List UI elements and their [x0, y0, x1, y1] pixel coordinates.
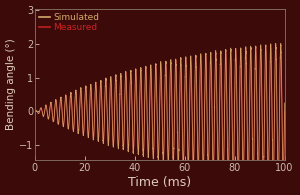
- Measured: [181, 144, 184, 146]
- Simulated: [218, 86, 222, 88]
- Measured: [123, 83, 127, 85]
- Line: Measured: Measured: [35, 43, 285, 180]
- Line: Simulated: Simulated: [35, 44, 285, 179]
- Legend: Simulated, Measured: Simulated, Measured: [38, 11, 101, 34]
- Simulated: [283, 110, 286, 113]
- Simulated: [181, 137, 184, 140]
- Simulated: [281, 178, 285, 180]
- Measured: [232, 171, 235, 174]
- Simulated: [123, 87, 127, 89]
- Measured: [274, 42, 278, 44]
- Measured: [218, 79, 222, 81]
- Y-axis label: Bending angle (°): Bending angle (°): [6, 39, 16, 130]
- Simulated: [33, 110, 37, 113]
- X-axis label: Time (ms): Time (ms): [128, 176, 191, 189]
- Measured: [192, 164, 195, 167]
- Simulated: [279, 43, 283, 45]
- Simulated: [192, 165, 195, 168]
- Simulated: [45, 111, 49, 113]
- Measured: [33, 110, 37, 113]
- Measured: [45, 112, 49, 114]
- Measured: [281, 179, 285, 182]
- Simulated: [232, 172, 235, 174]
- Measured: [283, 102, 286, 104]
